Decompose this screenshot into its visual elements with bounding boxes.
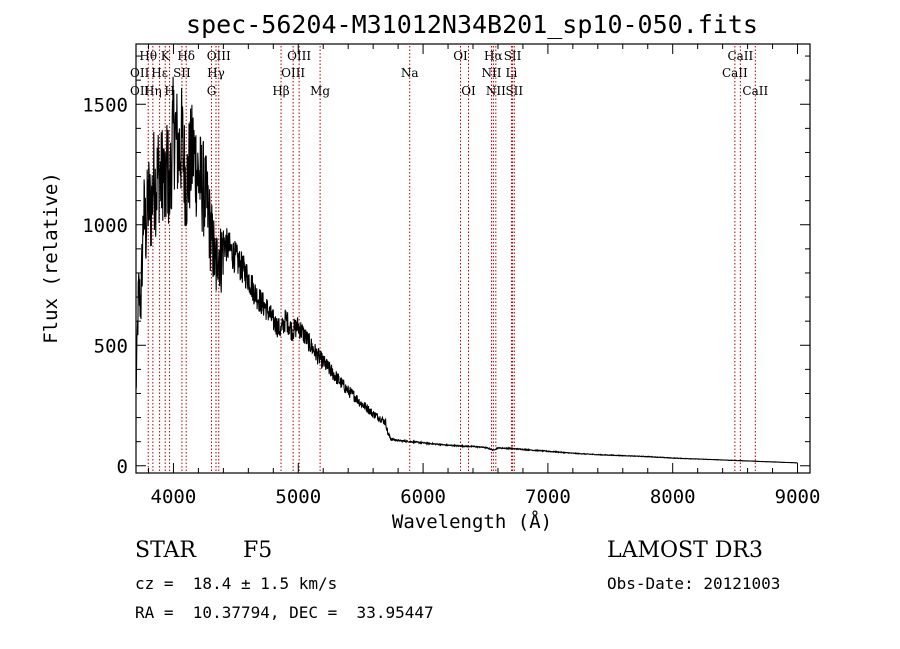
spectral-line-label: OIII (287, 49, 311, 63)
spectral-line-label: OIII (207, 49, 231, 63)
survey-name: LAMOST DR3 (607, 538, 763, 563)
spectral-line-label: Hα (484, 49, 503, 63)
spectral-line-label: CaII (727, 49, 753, 63)
redshift-readout: cz = 18.4 ± 1.5 km/s (135, 574, 338, 593)
y-tick-label: 500 (94, 335, 128, 357)
x-tick-label: 5000 (275, 486, 321, 508)
spectral-line-label: K (161, 49, 171, 63)
spectrum-line (135, 76, 798, 464)
y-tick-label: 1000 (82, 215, 128, 237)
y-tick-label: 0 (117, 456, 128, 478)
y-tick-label: 1500 (82, 94, 128, 116)
spectral-line-label: NII (486, 84, 506, 98)
edge-line-label: OII (130, 84, 150, 98)
spectral-line-label: OIII (281, 66, 305, 80)
spectral-line-label: CaII (722, 66, 748, 80)
spectral-line-label: Hε (151, 66, 168, 80)
spectral-line-label: Hθ (139, 49, 157, 63)
obs-date: Obs-Date: 20121003 (607, 574, 781, 593)
edge-line-label: OII (130, 66, 150, 80)
y-axis-label: Flux (relative) (40, 172, 62, 344)
x-tick-label: 4000 (151, 486, 197, 508)
plot-frame (135, 43, 811, 474)
spectral-line-label: CaII (742, 84, 768, 98)
spectral-line-label: H (164, 84, 174, 98)
spectral-line-label: Mg (310, 84, 330, 98)
x-tick-label: 8000 (650, 486, 696, 508)
spectral-line-label: Na (401, 66, 419, 80)
x-tick-label: 9000 (775, 486, 821, 508)
spectral-line-label: OI (453, 49, 468, 63)
spectral-line-label: SII (173, 66, 191, 80)
x-axis-ticks: 4000 5000 6000 7000 8000 9000 (147, 44, 821, 508)
spectral-line-markers: Hθ Hη Hε K H SII Hδ G Hγ OIII Hβ OIII OIII Mg Na OI OI NI… (139, 46, 768, 472)
spectral-line-label: Hη (144, 84, 162, 98)
object-class: STAR (135, 538, 196, 563)
spectral-line-label: Li (506, 66, 518, 80)
edge-line-labels: OII OII (130, 66, 150, 98)
spectral-line-label: Hβ (272, 84, 289, 98)
spectral-line-label: Hγ (207, 66, 225, 80)
chart-title: spec-56204-M31012N34B201_sp10-050.fits (186, 10, 758, 39)
x-tick-label: 7000 (525, 486, 571, 508)
spectral-line-label: NII (481, 66, 501, 80)
spectral-line-label: OI (461, 84, 476, 98)
object-subclass: F5 (243, 538, 273, 563)
spectral-line-label: SII (504, 49, 522, 63)
spectral-line-label: SII (505, 84, 523, 98)
coordinates: RA = 10.37794, DEC = 33.95447 (135, 603, 434, 622)
spectral-line-label: G (207, 84, 217, 98)
spectral-line-label: Hδ (177, 49, 195, 63)
y-axis-ticks: 0 500 1000 1500 (82, 55, 810, 478)
x-axis-label: Wavelength (Å) (392, 510, 552, 533)
x-tick-label: 6000 (400, 486, 446, 508)
